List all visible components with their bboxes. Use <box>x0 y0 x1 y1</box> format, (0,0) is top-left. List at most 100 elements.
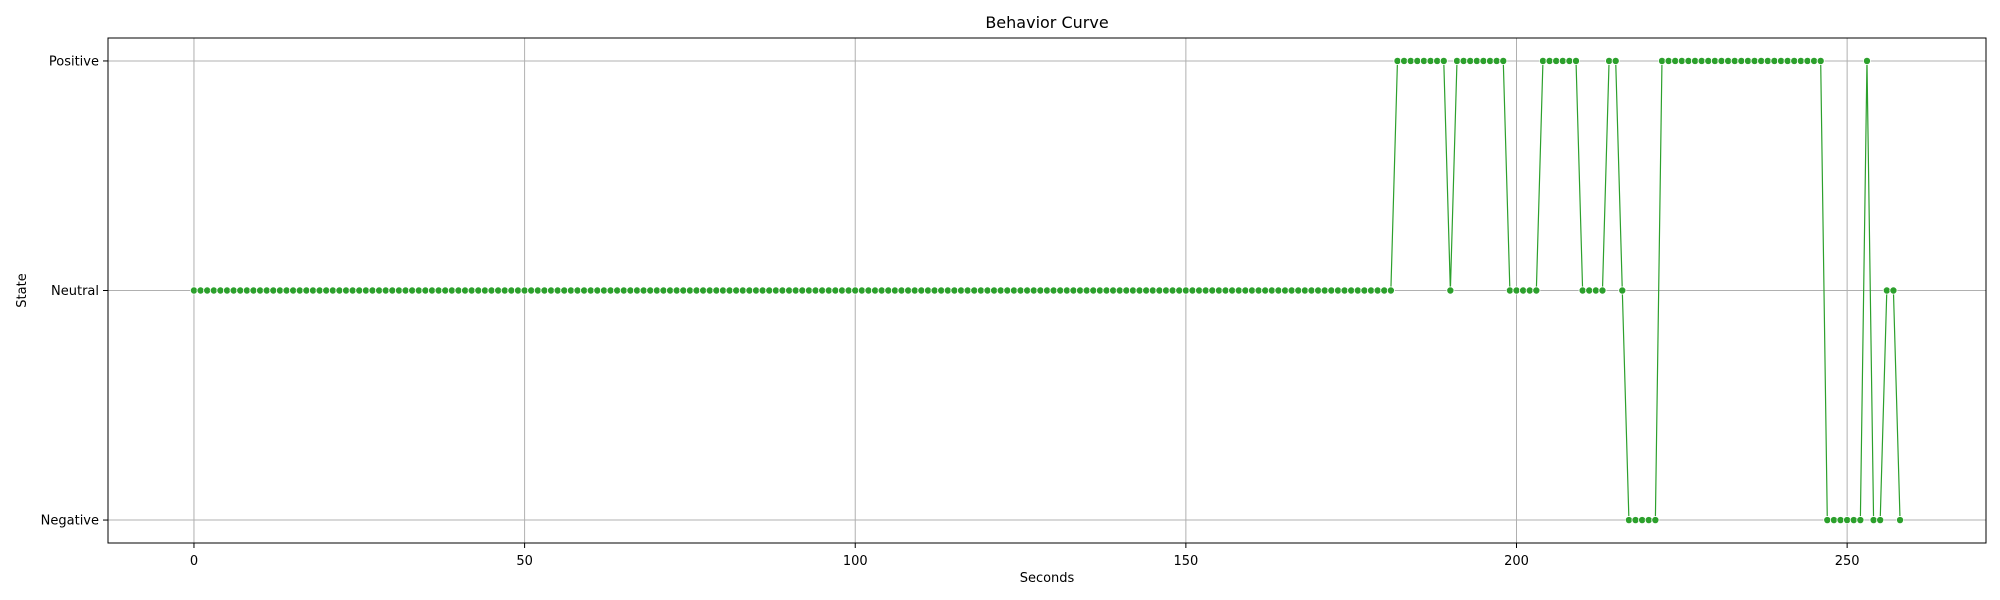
data-point <box>1512 286 1521 295</box>
data-point <box>1043 286 1052 295</box>
data-point <box>890 286 899 295</box>
data-point <box>639 286 648 295</box>
data-point <box>209 286 218 295</box>
data-point <box>1605 56 1614 65</box>
data-point <box>1777 56 1786 65</box>
data-point <box>1433 56 1442 65</box>
data-point <box>1505 286 1514 295</box>
data-point <box>1386 286 1395 295</box>
data-point <box>1763 56 1772 65</box>
data-point <box>408 286 417 295</box>
data-point <box>785 286 794 295</box>
data-point <box>1340 286 1349 295</box>
data-point <box>1810 56 1819 65</box>
data-point <box>1472 56 1481 65</box>
data-point <box>1882 286 1891 295</box>
data-point <box>1175 286 1184 295</box>
data-point <box>765 286 774 295</box>
data-point <box>957 286 966 295</box>
data-point <box>599 286 608 295</box>
data-point <box>672 286 681 295</box>
x-tick-label: 50 <box>516 554 533 569</box>
data-point <box>1023 286 1032 295</box>
chart-title: Behavior Curve <box>985 13 1108 32</box>
data-point <box>970 286 979 295</box>
data-point <box>348 286 357 295</box>
data-point <box>593 286 602 295</box>
data-point <box>1823 516 1832 525</box>
data-point <box>1155 286 1164 295</box>
data-point <box>1896 516 1905 525</box>
data-point <box>871 286 880 295</box>
data-point <box>818 286 827 295</box>
data-point <box>950 286 959 295</box>
data-point <box>540 286 549 295</box>
data-point <box>679 286 688 295</box>
data-point <box>1029 286 1038 295</box>
data-point <box>315 286 324 295</box>
data-point <box>401 286 410 295</box>
data-point <box>1181 286 1190 295</box>
data-point <box>758 286 767 295</box>
data-point <box>1585 286 1594 295</box>
data-point <box>1459 56 1468 65</box>
data-point <box>256 286 265 295</box>
data-point <box>328 286 337 295</box>
data-point <box>1684 56 1693 65</box>
data-point <box>937 286 946 295</box>
data-point <box>1677 56 1686 65</box>
data-point <box>513 286 522 295</box>
data-point <box>1426 56 1435 65</box>
data-point <box>1862 56 1871 65</box>
data-point <box>1201 286 1210 295</box>
data-point <box>282 286 291 295</box>
data-point <box>1049 286 1058 295</box>
data-point <box>262 286 271 295</box>
data-point <box>1439 56 1448 65</box>
data-point <box>1876 516 1885 525</box>
y-axis-label: State <box>15 273 30 307</box>
data-point <box>1333 286 1342 295</box>
data-point <box>633 286 642 295</box>
data-point <box>666 286 675 295</box>
data-point <box>527 286 536 295</box>
data-point <box>1624 516 1633 525</box>
data-point <box>1373 286 1382 295</box>
data-point <box>1003 286 1012 295</box>
data-point <box>302 286 311 295</box>
data-point <box>1135 286 1144 295</box>
data-point <box>1367 286 1376 295</box>
data-point <box>917 286 926 295</box>
data-point <box>626 286 635 295</box>
data-point <box>1221 286 1230 295</box>
data-point <box>943 286 952 295</box>
x-tick-label: 250 <box>1835 554 1860 569</box>
data-point <box>474 286 483 295</box>
data-point <box>421 286 430 295</box>
data-point <box>983 286 992 295</box>
data-point <box>1545 56 1554 65</box>
data-point <box>1466 56 1475 65</box>
data-point <box>745 286 754 295</box>
data-point <box>1281 286 1290 295</box>
data-point <box>851 286 860 295</box>
data-point <box>699 286 708 295</box>
data-point <box>824 286 833 295</box>
data-point <box>1710 56 1719 65</box>
data-point <box>533 286 542 295</box>
data-point <box>1228 286 1237 295</box>
data-point <box>1737 56 1746 65</box>
data-point <box>322 286 331 295</box>
data-point <box>1400 56 1409 65</box>
data-point <box>1578 286 1587 295</box>
data-point <box>811 286 820 295</box>
data-point <box>646 286 655 295</box>
data-point <box>1267 286 1276 295</box>
data-point <box>1413 56 1422 65</box>
data-point <box>791 286 800 295</box>
data-point <box>1102 286 1111 295</box>
data-point <box>725 286 734 295</box>
data-point <box>1294 286 1303 295</box>
data-point <box>375 286 384 295</box>
